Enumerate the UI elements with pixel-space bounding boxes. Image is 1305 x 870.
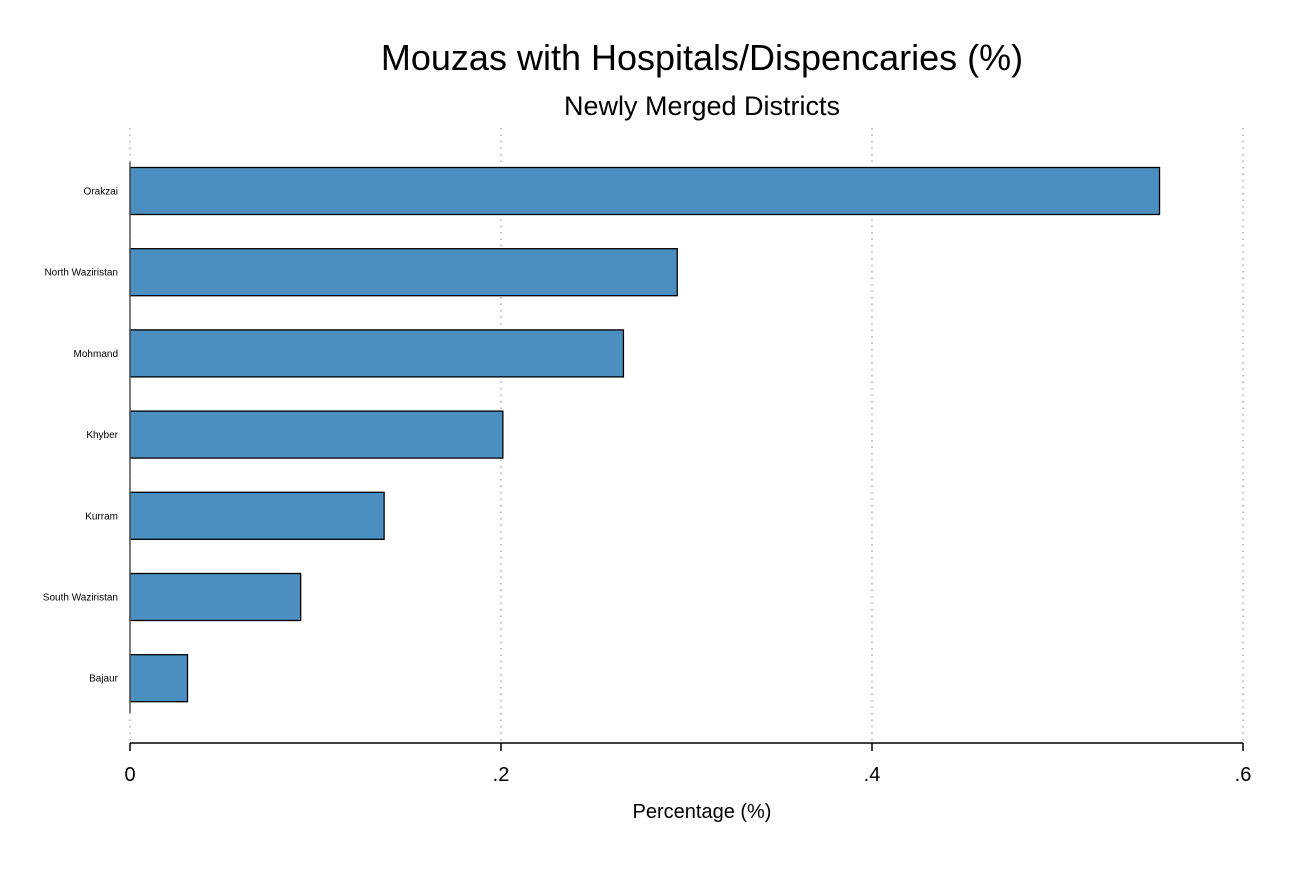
x-tick-label: 0 bbox=[124, 764, 135, 786]
bar bbox=[129, 329, 625, 378]
x-tick-label: .6 bbox=[1235, 764, 1252, 786]
bar bbox=[129, 491, 385, 540]
bar bbox=[129, 410, 504, 459]
category-label: Mohmand bbox=[74, 349, 118, 360]
x-tick-label: .2 bbox=[493, 764, 510, 786]
category-label: Orakzai bbox=[84, 187, 118, 198]
category-label: North Waziristan bbox=[44, 268, 118, 279]
x-axis-title: Percentage (%) bbox=[633, 801, 772, 823]
category-label: Kurram bbox=[85, 511, 118, 522]
bar bbox=[129, 572, 302, 622]
bar bbox=[129, 248, 678, 297]
x-axis bbox=[129, 162, 1243, 744]
category-label: South Waziristan bbox=[43, 593, 118, 604]
x-tick-labels: 0 .2 .4 .6 bbox=[124, 743, 1251, 786]
chart-title: Mouzas with Hospitals/Dispencaries (%) bbox=[381, 37, 1023, 78]
x-tick-label: .4 bbox=[864, 764, 881, 786]
category-label: Bajaur bbox=[89, 674, 119, 685]
category-labels: Orakzai North Waziristan Mohmand Khyber Kurr… bbox=[43, 187, 119, 685]
chart-subtitle: Newly Merged Districts bbox=[564, 91, 840, 121]
category-label: Khyber bbox=[86, 430, 118, 441]
bars bbox=[129, 166, 1161, 703]
bar bbox=[129, 166, 1161, 216]
bar bbox=[129, 654, 189, 703]
